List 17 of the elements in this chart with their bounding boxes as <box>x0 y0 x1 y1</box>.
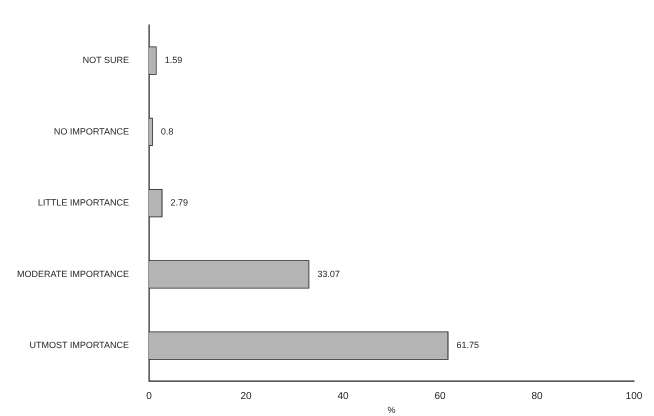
x-tick-label: 60 <box>434 390 446 402</box>
y-tick-label: NOT SURE <box>82 55 130 66</box>
x-axis-title: % <box>387 405 396 416</box>
data-label: 1.59 <box>164 55 182 66</box>
x-tick-label: 100 <box>626 390 643 402</box>
x-tick-label: 20 <box>240 390 252 402</box>
x-tick-label: 40 <box>337 390 350 402</box>
data-label: 0.8 <box>160 126 174 136</box>
x-tick-label: 0 <box>146 390 152 402</box>
data-label: 61.75 <box>456 340 480 350</box>
data-label: 33.07 <box>317 268 340 279</box>
x-tick-label: 80 <box>531 390 543 402</box>
y-tick-label: MODERATE IMPORTANCE <box>16 268 130 279</box>
data-label: 2.79 <box>170 198 188 208</box>
y-tick-label: NO IMPORTANCE <box>54 126 130 136</box>
y-tick-label: LITTLE IMPORTANCE <box>38 198 130 208</box>
y-tick-label: UTMOST IMPORTANCE <box>29 340 130 350</box>
